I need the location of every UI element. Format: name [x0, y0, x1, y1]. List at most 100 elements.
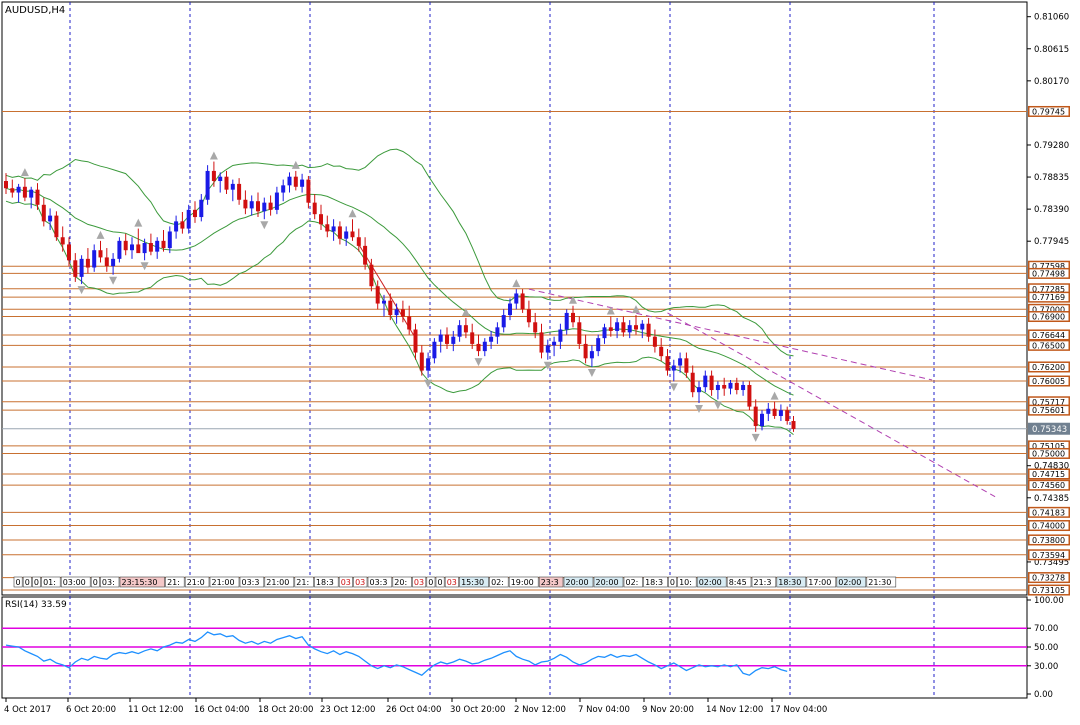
candle — [180, 212, 185, 234]
candle — [306, 175, 311, 209]
svg-text:0: 0 — [438, 578, 443, 587]
svg-text:0.75601: 0.75601 — [1032, 406, 1065, 415]
candle — [369, 258, 374, 292]
candle — [287, 172, 292, 193]
fractal-down-marker — [669, 383, 678, 392]
price-axis-label: 0.73495 — [1034, 558, 1069, 568]
fractal-up-marker — [461, 307, 470, 316]
level-price-tag: 0.74000 — [1028, 520, 1070, 532]
svg-text:0: 0 — [93, 578, 98, 587]
candle — [10, 179, 15, 198]
candle — [646, 317, 651, 342]
fractal-down-marker — [587, 368, 596, 377]
candle — [734, 377, 739, 395]
candle — [778, 404, 783, 422]
svg-text:03:3: 03:3 — [370, 578, 388, 587]
level-price-tag: 0.73800 — [1028, 534, 1070, 546]
level-price-tag: 0.75105 — [1028, 440, 1070, 452]
fractal-down-marker — [751, 433, 760, 442]
candle — [476, 334, 481, 357]
candle — [167, 226, 172, 254]
candle — [438, 329, 443, 353]
candle — [256, 192, 260, 218]
candle — [117, 237, 122, 263]
candle — [356, 228, 361, 252]
candle — [552, 336, 557, 357]
rsi-axis-label: 30.00 — [1034, 662, 1058, 672]
candle — [533, 312, 538, 339]
candle — [526, 300, 531, 328]
rsi-axis-label: 100.00 — [1034, 596, 1064, 606]
candle — [73, 253, 78, 282]
fractal-down-marker — [713, 401, 722, 410]
svg-text:0.77285: 0.77285 — [1032, 285, 1065, 294]
time-strip-cell: 03:00 — [60, 576, 91, 588]
candle — [205, 165, 210, 205]
time-strip-cell: 01: — [41, 576, 61, 588]
rsi-axis-label: 0.00 — [1034, 690, 1053, 700]
fractal-up-marker — [606, 306, 615, 315]
svg-text:18:3: 18:3 — [645, 578, 663, 587]
candle — [375, 280, 380, 310]
candle — [136, 228, 141, 254]
time-strip-cell: 23:3 — [538, 576, 564, 588]
time-strip-cell: 0 — [435, 576, 445, 588]
candle — [92, 244, 97, 272]
candle — [331, 219, 336, 241]
svg-text:15:30: 15:30 — [461, 578, 484, 587]
fractal-down-marker — [109, 276, 118, 285]
candle — [148, 233, 153, 256]
candle — [281, 179, 286, 202]
svg-text:0.79745: 0.79745 — [1032, 107, 1065, 116]
candle — [407, 305, 412, 335]
candle — [489, 330, 494, 349]
svg-text:21:3: 21:3 — [754, 578, 772, 587]
svg-text:21:30: 21:30 — [868, 578, 891, 587]
svg-text:0.77169: 0.77169 — [1032, 293, 1065, 302]
svg-text:0.76500: 0.76500 — [1032, 341, 1065, 350]
trend-line — [528, 288, 933, 381]
price-axis-label: 0.79280 — [1034, 141, 1069, 151]
time-strip-cell: 0 — [668, 576, 677, 588]
candle — [627, 320, 632, 339]
candle — [337, 221, 342, 245]
time-strip-cell: 20:00 — [593, 576, 624, 588]
svg-text:0: 0 — [25, 578, 30, 587]
candle — [671, 359, 676, 382]
candle — [753, 399, 758, 432]
rsi-axis-label: 50.00 — [1034, 643, 1058, 653]
candle — [608, 316, 613, 337]
time-strip-cell: 10: — [677, 576, 697, 588]
svg-text:0.76200: 0.76200 — [1032, 363, 1065, 372]
fractal-up-marker — [209, 151, 218, 160]
time-axis-label: 30 Oct 20:00 — [450, 705, 505, 715]
time-strip-cell: 02: — [623, 576, 643, 588]
candle — [237, 178, 242, 205]
price-axis-label: 0.81060 — [1034, 13, 1069, 23]
current-price-tag: 0.75343 — [1028, 422, 1070, 435]
svg-text:0.74000: 0.74000 — [1032, 522, 1065, 531]
svg-text:03:: 03: — [102, 578, 115, 587]
candle — [293, 170, 298, 191]
candle — [482, 338, 487, 357]
svg-text:0.75105: 0.75105 — [1032, 442, 1065, 451]
candle — [596, 334, 601, 357]
candle — [785, 406, 790, 425]
fractal-up-marker — [291, 160, 300, 169]
svg-text:18:30: 18:30 — [778, 578, 801, 587]
candle — [715, 381, 720, 400]
svg-text:23:3: 23:3 — [541, 578, 559, 587]
time-strip-cell: 19:00 — [508, 576, 539, 588]
candle — [230, 179, 235, 202]
time-strip-cell: 03:3 — [367, 576, 393, 588]
time-strip-cell: 03:3 — [239, 576, 265, 588]
time-axis-label: 6 Oct 20:00 — [66, 705, 116, 715]
candle — [577, 316, 582, 349]
level-price-tag: 0.74560 — [1028, 479, 1070, 491]
time-axis-label: 4 Oct 2017 — [4, 705, 51, 715]
level-price-tag: 0.75717 — [1028, 396, 1070, 408]
candle — [514, 289, 519, 310]
candle — [678, 352, 683, 373]
